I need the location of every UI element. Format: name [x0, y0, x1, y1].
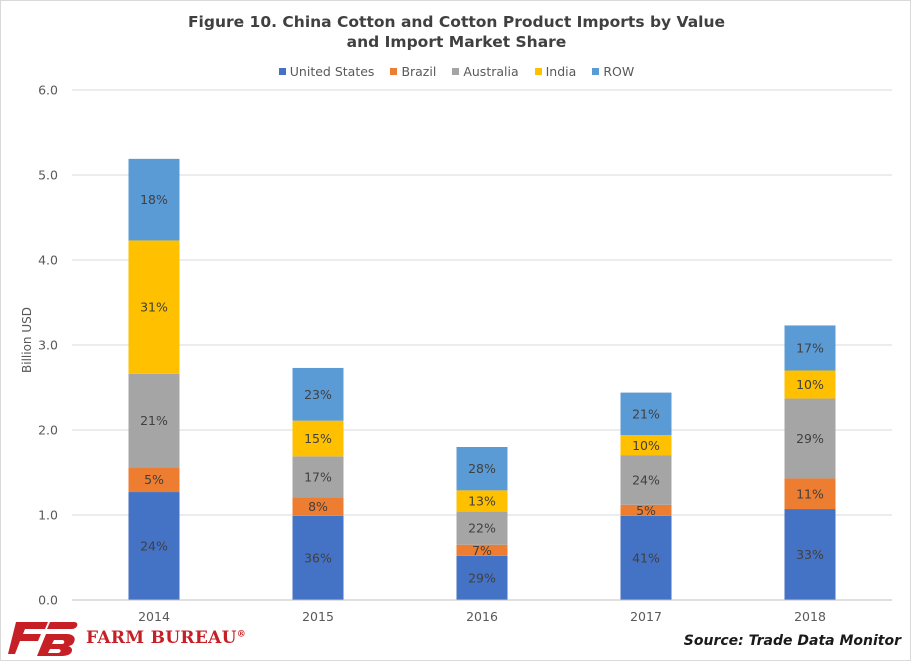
data-label: 33%	[796, 547, 824, 562]
data-label: 5%	[144, 472, 164, 487]
x-tick-label: 2017	[630, 609, 662, 624]
bar-segment-australia-2018	[784, 398, 836, 479]
data-label: 24%	[140, 539, 168, 554]
data-label: 22%	[468, 521, 496, 536]
legend-label: Australia	[463, 64, 519, 79]
bar-segment-united-states-2017	[620, 515, 672, 600]
legend-label: ROW	[603, 64, 635, 79]
legend-swatch	[592, 68, 600, 75]
legend-item: Brazil	[390, 64, 436, 79]
bar-segment-india-2014	[128, 240, 180, 374]
bar-segment-united-states-2015	[292, 515, 344, 600]
y-tick-label: 2.0	[38, 423, 58, 438]
fb-logo-icon	[8, 622, 78, 656]
bar-segment-row-2018	[784, 325, 836, 371]
data-label: 17%	[304, 469, 332, 484]
bar-segment-row-2016	[456, 447, 508, 491]
bar-segment-brazil-2018	[784, 478, 836, 510]
data-label: 41%	[632, 550, 660, 565]
legend-label: United States	[289, 64, 375, 79]
legend-label: India	[545, 64, 577, 79]
bar-segment-india-2017	[620, 435, 672, 456]
legend-item: India	[534, 64, 577, 79]
bar-segment-australia-2017	[620, 455, 672, 505]
y-tick-label: 3.0	[38, 338, 58, 353]
data-label: 5%	[636, 503, 656, 518]
data-label: 15%	[304, 431, 332, 446]
data-label: 17%	[796, 340, 824, 355]
bar-segment-united-states-2018	[784, 509, 836, 600]
data-label: 10%	[632, 438, 660, 453]
bar-segment-australia-2015	[292, 456, 344, 498]
bar-segment-brazil-2015	[292, 497, 344, 516]
legend-item: Australia	[452, 64, 519, 79]
y-tick-label: 4.0	[38, 253, 58, 268]
data-label: 13%	[468, 493, 496, 508]
source-note: Source: Trade Data Monitor	[683, 633, 901, 649]
x-tick-label: 2016	[466, 609, 498, 624]
farm-bureau-logo: FARM BUREAU®	[8, 620, 246, 656]
bar-segment-united-states-2014	[128, 492, 180, 600]
data-label: 24%	[632, 473, 660, 488]
legend-item: United States	[278, 64, 375, 79]
chart-legend: United States Brazil Australia India ROW	[0, 64, 913, 79]
bar-segment-australia-2016	[456, 511, 508, 545]
data-label: 21%	[632, 406, 660, 421]
y-tick-label: 6.0	[38, 83, 58, 98]
bar-segment-row-2014	[128, 158, 180, 241]
bar-segment-australia-2014	[128, 373, 180, 468]
y-tick-label: 5.0	[38, 168, 58, 183]
bar-segment-row-2017	[620, 392, 672, 436]
bar-segment-brazil-2017	[620, 504, 672, 516]
bar-segment-india-2016	[456, 490, 508, 512]
chart-title-line1: Figure 10. China Cotton and Cotton Produ…	[187, 13, 726, 31]
data-label: 11%	[796, 486, 824, 501]
bar-segment-united-states-2016	[456, 555, 508, 600]
legend-swatch	[390, 68, 398, 75]
chart-title-line2: and Import Market Share	[346, 33, 567, 51]
data-label: 36%	[304, 550, 332, 565]
data-label: 8%	[308, 499, 328, 514]
x-tick-label: 2018	[794, 609, 826, 624]
legend-label: Brazil	[401, 64, 437, 79]
data-label: 28%	[468, 461, 496, 476]
legend-item: ROW	[592, 64, 634, 79]
legend-swatch	[452, 68, 460, 75]
x-tick-label: 2014	[138, 609, 170, 624]
x-tick-label: 2015	[302, 609, 334, 624]
data-label: 29%	[796, 431, 824, 446]
data-label: 29%	[468, 570, 496, 585]
y-tick-label: 0.0	[38, 593, 58, 608]
legend-swatch	[278, 68, 286, 75]
chart-title: Figure 10. China Cotton and Cotton Produ…	[0, 12, 913, 52]
data-label: 21%	[140, 413, 168, 428]
legend-swatch	[534, 68, 542, 75]
bar-segment-row-2015	[292, 367, 344, 421]
data-label: 31%	[140, 300, 168, 315]
data-label: 18%	[140, 192, 168, 207]
bar-segment-india-2018	[784, 370, 836, 399]
data-label: 10%	[796, 377, 824, 392]
brand-name: FARM BUREAU®	[86, 628, 247, 648]
y-tick-label: 1.0	[38, 508, 58, 523]
bar-segment-brazil-2016	[456, 544, 508, 556]
data-label: 7%	[472, 543, 492, 558]
bar-segment-brazil-2014	[128, 467, 180, 493]
bar-segment-india-2015	[292, 420, 344, 457]
data-label: 23%	[304, 387, 332, 402]
